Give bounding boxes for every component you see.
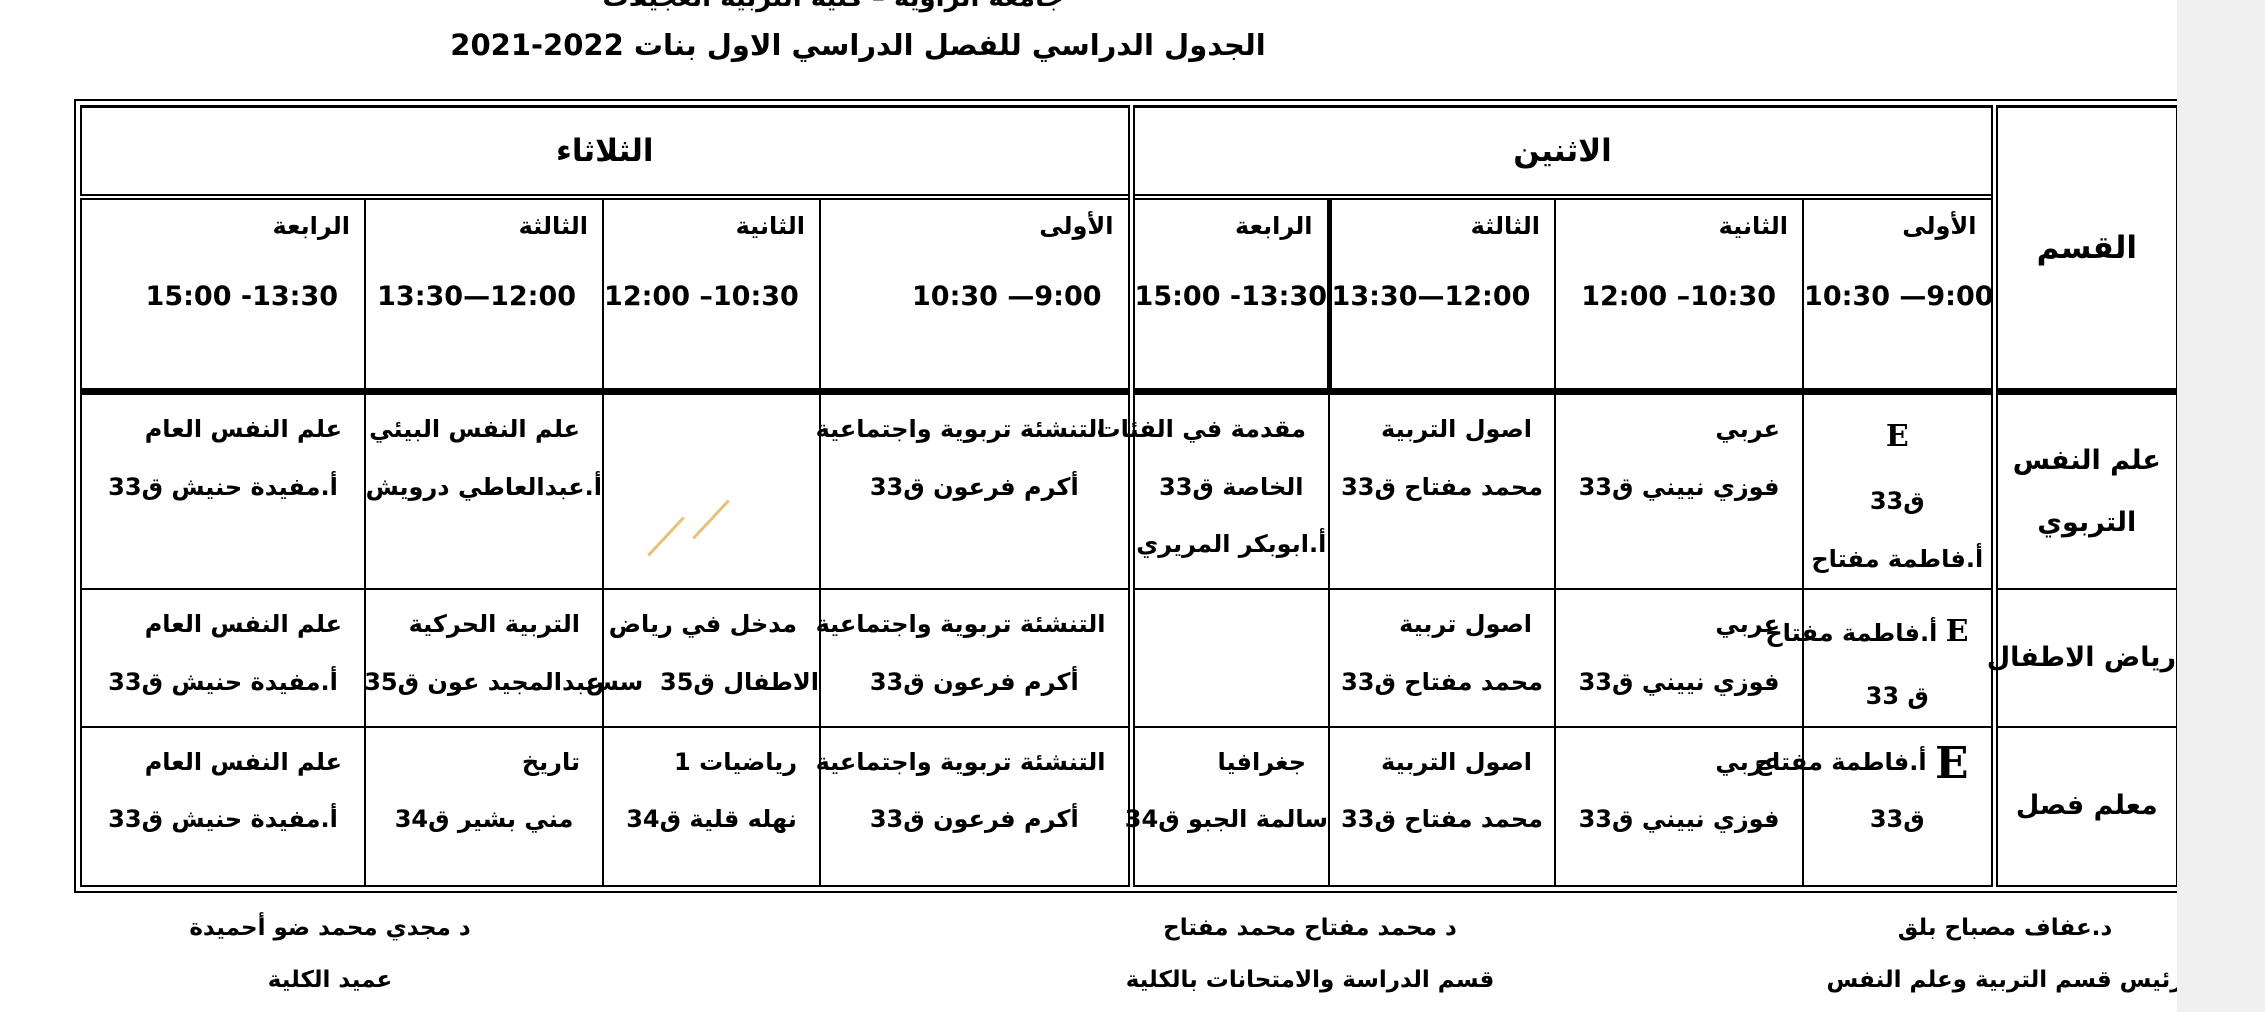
cell-tue-p3: تاريخ مني بشير ق34 [364,725,605,887]
period-label: الثالثة [1470,212,1541,240]
cell-mon-p3: اصول تربية محمد مفتاح ق33 [1328,588,1557,728]
period-header-tue-3: الثالثة 13:30—12:00 [364,196,605,395]
day-header-row: القسم الاثنين الثلاثاء [79,105,2179,395]
period-label: الثانية [735,212,806,240]
cell-mon-p4-empty [1127,588,1331,728]
period-header-tue-4: الرابعة 15:00 -13:30 [79,196,367,395]
department-cell: علم النفس التربوي [1990,390,2179,591]
schedule-table-wrapper: القسم الاثنين الثلاثاء الأولى 10:30 —9:0… [74,99,2185,893]
cell-mon-p3: اصول التربية محمد مفتاح ق33 [1328,725,1557,887]
day-header-monday: الاثنين [1127,105,1996,200]
group-letter: E [1885,419,1909,454]
cell-tue-p4: علم النفس العام أ.مفيدة حنيش ق33 [79,390,367,591]
period-time: 15:00 -13:30 [145,280,339,312]
period-label: الرابعة [1235,212,1313,240]
period-time: 12:00 –10:30 [604,280,799,312]
cell-tue-p1: التنشئة تربوية واجتماعية أكرم فرعون ق33 [816,725,1133,887]
period-label: الأولى [1902,212,1977,240]
cell-tue-p1: التنشئة تربوية واجتماعية أكرم فرعون ق33 [816,588,1133,728]
page-title-text: الجدول الدراسي للفصل الدراسي الاول بنات [633,28,1266,62]
period-header-tue-1: الأولى 10:30 —9:00 [819,196,1133,395]
period-header-mon-4: الرابعة 15:00 -13:30 [1127,196,1332,395]
period-time: 13:30—12:00 [377,280,577,312]
period-label: الأولى [1039,212,1114,240]
department-cell: رياض الاطفال [1987,588,2179,728]
period-time: 10:30 —9:00 [1804,280,1994,312]
cell-tue-p2: رياضيات 1 نهله قلية ق34 [602,725,822,887]
schedule-row-kindergarten: رياض الاطفال E أ.فاطمة مفتاح ق 33 عربي ف… [79,588,2179,728]
cell-mon-p2: عربي فوزي نييني ق33 [1554,390,1805,591]
period-label: الثانية [1718,212,1789,240]
cell-tue-p1: التنشئة تربوية واجتماعية أكرم فرعون ق33 [816,390,1133,591]
period-time: 13:30—12:00 [1331,280,1531,312]
cell-tue-p4: علم النفس العام أ.مفيدة حنيش ق33 [79,588,367,728]
period-time: 10:30 —9:00 [912,280,1102,312]
period-header-mon-2: الثانية 12:00 –10:30 [1554,196,1805,395]
signature-study-department: د محمد مفتاح محمد مفتاح قسم الدراسة والا… [1125,915,1495,993]
schedule-row-class-teacher: معلم فصل E أ.فاطمة مفتاح ق33 عربي فوزي ن… [79,725,2179,887]
signature-department-head: د.عفاف مصباح بلق رئيس قسم التربية وعلم ا… [1826,915,2184,993]
day-header-tuesday: الثلاثاء [79,105,1133,200]
group-letter: E [1945,614,1969,650]
cell-mon-p1: E أ.فاطمة مفتاح ق33 [1755,725,1996,887]
period-header-tue-2: الثانية 12:00 –10:30 [602,196,822,395]
cell-mon-p1: E ق33 أ.فاطمة مفتاح [1802,390,1996,591]
period-header-mon-3: الثالثة 13:30—12:00 [1328,196,1557,395]
period-time: 12:00 –10:30 [1581,280,1777,312]
academic-year: 2021-2022 [450,28,624,62]
group-letter: E [1934,737,1969,789]
cell-tue-p4: علم النفس العام أ.مفيدة حنيش ق33 [79,725,367,887]
period-label: الرابعة [272,212,351,240]
cell-tue-p3: علم النفس البيئي أ.عبدالعاطي درويش [364,390,605,591]
page-title: الجدول الدراسي للفصل الدراسي الاول بنات … [450,28,1265,62]
department-cell: معلم فصل [1990,725,2179,887]
university-header: جامعة الزاوية – كلية التربية العجيلات [602,0,1063,11]
cell-mon-p4: جغرافيا سالمة الجبو ق34 [1125,725,1331,887]
cell-mon-p2: عربي فوزي نييني ق33 [1554,588,1805,728]
cell-mon-p4: مقدمة في الفئات الخاصة ق33 أ.ابوبكر المر… [1096,390,1331,591]
cell-tue-p3: التربية الحركية عبدالمجيد عون ق35 [364,588,605,728]
period-label: الثالثة [518,212,589,240]
signature-dean: د مجدي محمد ضو أحميدة عميد الكلية [189,915,471,993]
cell-tue-p2-empty [602,390,822,591]
department-column-header: القسم [1990,105,2179,395]
cell-tue-p2: مدخل في رياض الاطفال ق35 سس [586,588,822,728]
period-time: 15:00 -13:30 [1134,280,1328,312]
cell-mon-p2: عربي فوزي نييني ق33 [1554,725,1805,887]
period-header-row: الأولى 10:30 —9:00 الثانية 12:00 –10:30 … [79,196,2177,395]
schedule-row-educational-psychology: علم النفس التربوي E ق33 أ.فاطمة مفتاح عر… [79,390,2179,591]
cell-mon-p1: E أ.فاطمة مفتاح ق 33 [1765,588,1996,728]
cell-mon-p3: اصول التربية محمد مفتاح ق33 [1328,390,1557,591]
schedule-table: القسم الاثنين الثلاثاء الأولى 10:30 —9:0… [79,105,2179,887]
period-header-mon-1: الأولى 10:30 —9:00 [1802,196,1996,395]
right-margin-strip [2177,0,2265,1012]
